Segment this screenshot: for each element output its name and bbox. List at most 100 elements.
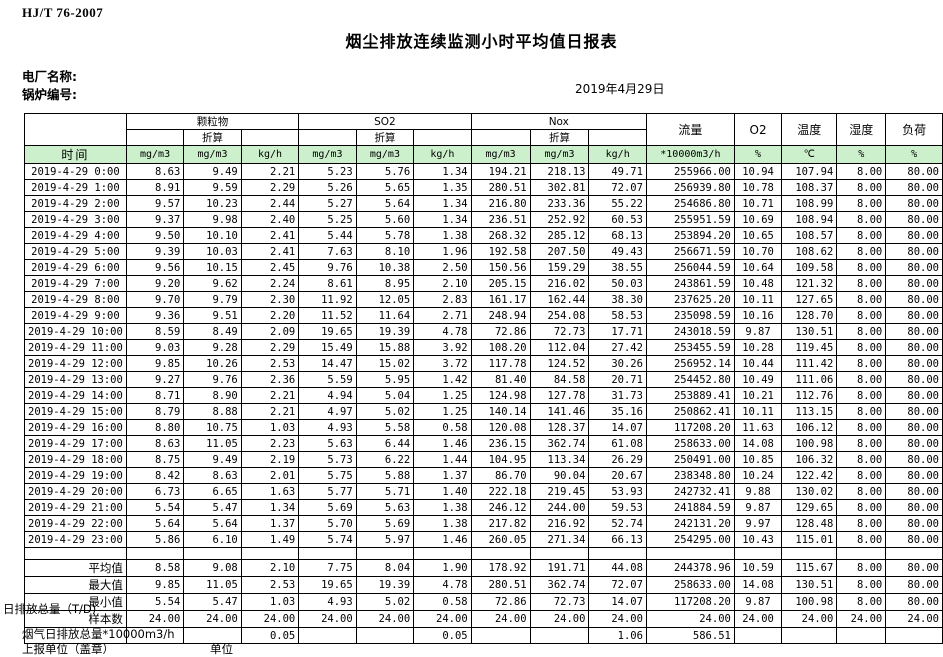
cell-time: 2019-4-29 0:00 <box>24 163 127 180</box>
header-unit-load: % <box>885 145 943 164</box>
report-date: 2019年4月29日 <box>575 82 665 96</box>
cell-so2-kgh: 1.42 <box>413 371 472 388</box>
summary-cell-nox-kgh: 24.00 <box>588 610 647 628</box>
cell-load: 80.00 <box>885 291 943 308</box>
cell-particulate-mgm3: 5.86 <box>125 531 185 548</box>
cell-nox-converted: 218.13 <box>529 163 590 180</box>
cell-particulate-mgm3: 9.70 <box>125 291 185 308</box>
cell-flow: 253889.41 <box>645 387 735 404</box>
cell-nox-kgh: 31.73 <box>588 387 647 404</box>
cell-particulate-mgm3: 9.27 <box>125 371 185 388</box>
header-o2: O2 <box>733 113 783 146</box>
cell-temperature: 106.32 <box>781 451 838 468</box>
summary-cell-nox-mgm3: 72.86 <box>470 593 531 611</box>
cell-so2-converted: 5.95 <box>355 371 415 388</box>
summary-cell-nox-converted: 72.73 <box>529 593 590 611</box>
summary-cell-o2: 24.00 <box>733 610 783 628</box>
cell-humidity: 8.00 <box>836 515 887 532</box>
cell-so2-kgh: 3.72 <box>413 355 472 372</box>
header-unit-s3: kg/h <box>413 145 472 164</box>
cell-o2: 10.65 <box>733 227 783 244</box>
cell-load: 80.00 <box>885 211 943 228</box>
cell-particulate-converted: 10.03 <box>183 243 242 260</box>
table-row: 2019-4-29 23:00 5.86 6.10 1.49 5.74 5.97 1.46 2… <box>24 531 943 548</box>
header-sub-converted-nox: 折算 <box>529 129 590 146</box>
cell-flow: 238348.80 <box>645 467 735 484</box>
cell-time: 2019-4-29 1:00 <box>24 179 127 196</box>
cell-particulate-converted: 10.75 <box>183 419 242 436</box>
summary-cell-nox-mgm3: 280.51 <box>470 576 531 594</box>
cell-flow: 256939.80 <box>645 179 735 196</box>
cell-particulate-converted: 11.05 <box>183 435 242 452</box>
cell-nox-converted: 216.92 <box>529 515 590 532</box>
cell-load: 80.00 <box>885 307 943 324</box>
spacer-cell <box>588 547 647 560</box>
cell-nox-converted: 128.37 <box>529 419 590 436</box>
cell-so2-mgm3: 5.23 <box>298 163 357 180</box>
cell-so2-mgm3: 5.26 <box>298 179 357 196</box>
cell-so2-mgm3: 11.52 <box>298 307 357 324</box>
cell-humidity: 8.00 <box>836 419 887 436</box>
cell-time: 2019-4-29 23:00 <box>24 531 127 548</box>
cell-temperature: 106.12 <box>781 419 838 436</box>
header-unit-hum: % <box>836 145 887 164</box>
cell-so2-kgh: 1.34 <box>413 195 472 212</box>
cell-nox-mgm3: 161.17 <box>470 291 531 308</box>
cell-time: 2019-4-29 7:00 <box>24 275 127 292</box>
cell-load: 80.00 <box>885 371 943 388</box>
cell-temperature: 108.99 <box>781 195 838 212</box>
cell-nox-mgm3: 280.51 <box>470 179 531 196</box>
cell-nox-kgh: 38.55 <box>588 259 647 276</box>
cell-particulate-kgh: 1.63 <box>240 483 300 500</box>
table-head: 颗粒物 SO2 Nox 流量 O2 温度 湿度 负荷 折算 折算 折算 时间 m… <box>24 113 943 164</box>
cell-nox-converted: 362.74 <box>529 435 590 452</box>
cell-nox-converted: 233.36 <box>529 195 590 212</box>
cell-particulate-converted: 10.26 <box>183 355 242 372</box>
cell-particulate-kgh: 2.29 <box>240 339 300 356</box>
cell-load: 80.00 <box>885 275 943 292</box>
cell-particulate-converted: 9.79 <box>183 291 242 308</box>
summary-cell-so2-mgm3: 24.00 <box>298 610 357 628</box>
plant-name-label: 电厂名称: <box>22 69 77 84</box>
table-row: 2019-4-29 13:00 9.27 9.76 2.36 5.59 5.95 1.42 8… <box>24 371 943 388</box>
cell-so2-converted: 5.69 <box>355 515 415 532</box>
cell-load: 80.00 <box>885 259 943 276</box>
cell-time: 2019-4-29 12:00 <box>24 355 127 372</box>
cell-so2-kgh: 2.50 <box>413 259 472 276</box>
summary-cell-so2-kgh: 0.58 <box>413 593 472 611</box>
cell-humidity: 8.00 <box>836 371 887 388</box>
table-row: 2019-4-29 1:00 8.91 9.59 2.29 5.26 5.65 1.35 28… <box>24 179 943 196</box>
cell-particulate-mgm3: 8.71 <box>125 387 185 404</box>
header-blank-time <box>24 113 127 146</box>
summary-cell-nox-converted: 191.71 <box>529 559 590 577</box>
cell-nox-converted: 285.12 <box>529 227 590 244</box>
footer-gas-total: 烟气日排放总量*10000m3/h <box>22 627 175 641</box>
daily-total-label: 日排放总量（T/D) <box>3 602 97 616</box>
cell-time: 2019-4-29 3:00 <box>24 211 127 228</box>
summary-label: 样本数 <box>24 610 127 628</box>
cell-flow: 253894.20 <box>645 227 735 244</box>
cell-particulate-mgm3: 5.64 <box>125 515 185 532</box>
cell-flow: 253455.59 <box>645 339 735 356</box>
summary-cell-particulate-converted: 9.08 <box>183 559 242 577</box>
cell-temperature: 122.42 <box>781 467 838 484</box>
footer-reporting-unit: 上报单位（盖章） <box>22 642 114 656</box>
cell-humidity: 8.00 <box>836 451 887 468</box>
header-unit-s2: mg/m3 <box>355 145 415 164</box>
cell-nox-mgm3: 108.20 <box>470 339 531 356</box>
cell-particulate-kgh: 2.21 <box>240 163 300 180</box>
cell-nox-kgh: 53.93 <box>588 483 647 500</box>
summary-row: 样本数 24.00 24.00 24.00 24.00 24.00 24.00 24.00 24… <box>24 610 943 628</box>
cell-so2-converted: 11.64 <box>355 307 415 324</box>
cell-nox-mgm3: 120.08 <box>470 419 531 436</box>
cell-particulate-kgh: 2.09 <box>240 323 300 340</box>
cell-particulate-kgh: 2.23 <box>240 435 300 452</box>
cell-nox-mgm3: 205.15 <box>470 275 531 292</box>
cell-o2: 10.85 <box>733 451 783 468</box>
table-row: 2019-4-29 5:00 9.39 10.03 2.41 7.63 8.10 1.96 1… <box>24 243 943 260</box>
header-group-nox: Nox <box>470 113 647 130</box>
cell-particulate-mgm3: 8.91 <box>125 179 185 196</box>
cell-particulate-converted: 9.49 <box>183 163 242 180</box>
cell-time: 2019-4-29 19:00 <box>24 467 127 484</box>
spacer-cell <box>529 547 590 560</box>
